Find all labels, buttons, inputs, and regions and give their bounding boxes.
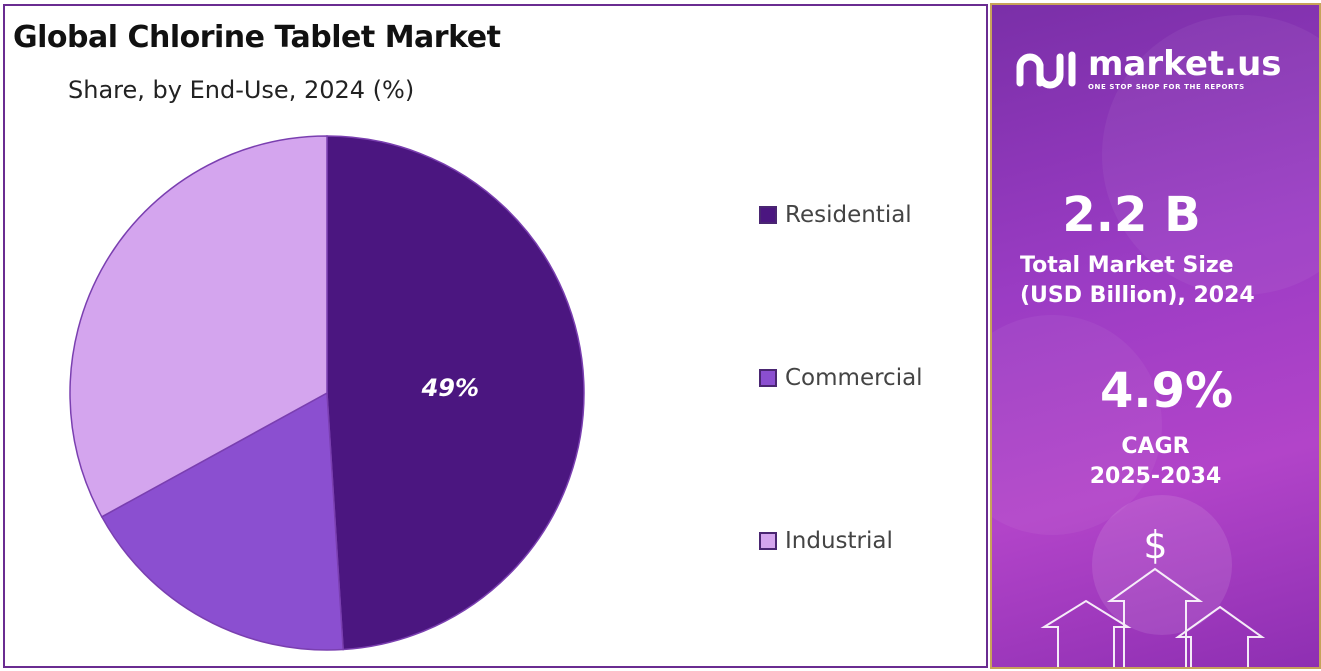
pie-slice-residential (326, 135, 585, 651)
legend-item-residential: Residential (759, 202, 912, 228)
legend-label-residential: Residential (785, 202, 912, 228)
pie-slice-industrial (69, 135, 328, 518)
legend-item-industrial: Industrial (759, 528, 893, 554)
legend-swatch-residential (759, 206, 777, 224)
background-decoration (992, 15, 1319, 667)
market-us-logo-icon (1016, 51, 1076, 89)
brand-logo: market.us ONE STOP SHOP FOR THE REPORTS (1014, 47, 1282, 91)
market-size-label-line1: Total Market Size (1020, 253, 1234, 278)
legend-label-commercial: Commercial (785, 365, 923, 391)
market-size-label-line2: (USD Billion), 2024 (1020, 283, 1255, 308)
pie-chart: 49% (69, 135, 585, 651)
cagr-value: 4.9% (1099, 363, 1234, 419)
info-panel: market.us ONE STOP SHOP FOR THE REPORTS … (990, 3, 1321, 669)
chart-title: Global Chlorine Tablet Market (13, 20, 501, 55)
brand-tagline: ONE STOP SHOP FOR THE REPORTS (1088, 83, 1245, 91)
market-size-value: 2.2 B (1062, 187, 1201, 243)
data-label-residential: 49% (421, 374, 479, 402)
legend-item-commercial: Commercial (759, 365, 923, 391)
legend-swatch-commercial (759, 369, 777, 387)
brand-name: market.us (1088, 44, 1282, 84)
legend-swatch-industrial (759, 532, 777, 550)
up-arrows-icon (1040, 567, 1266, 667)
market-size-label: Total Market Size (USD Billion), 2024 (1020, 251, 1255, 311)
dollar-icon: $ (1143, 523, 1168, 567)
pie-slice-commercial (100, 391, 344, 651)
cagr-label: CAGR 2025-2034 (992, 432, 1319, 492)
chart-panel: Global Chlorine Tablet Market Share, by … (3, 4, 988, 668)
cagr-label-line2: 2025-2034 (1089, 464, 1222, 489)
cagr-label-line1: CAGR (1121, 434, 1190, 459)
legend-label-industrial: Industrial (785, 528, 893, 554)
chart-subtitle: Share, by End-Use, 2024 (%) (68, 76, 415, 104)
